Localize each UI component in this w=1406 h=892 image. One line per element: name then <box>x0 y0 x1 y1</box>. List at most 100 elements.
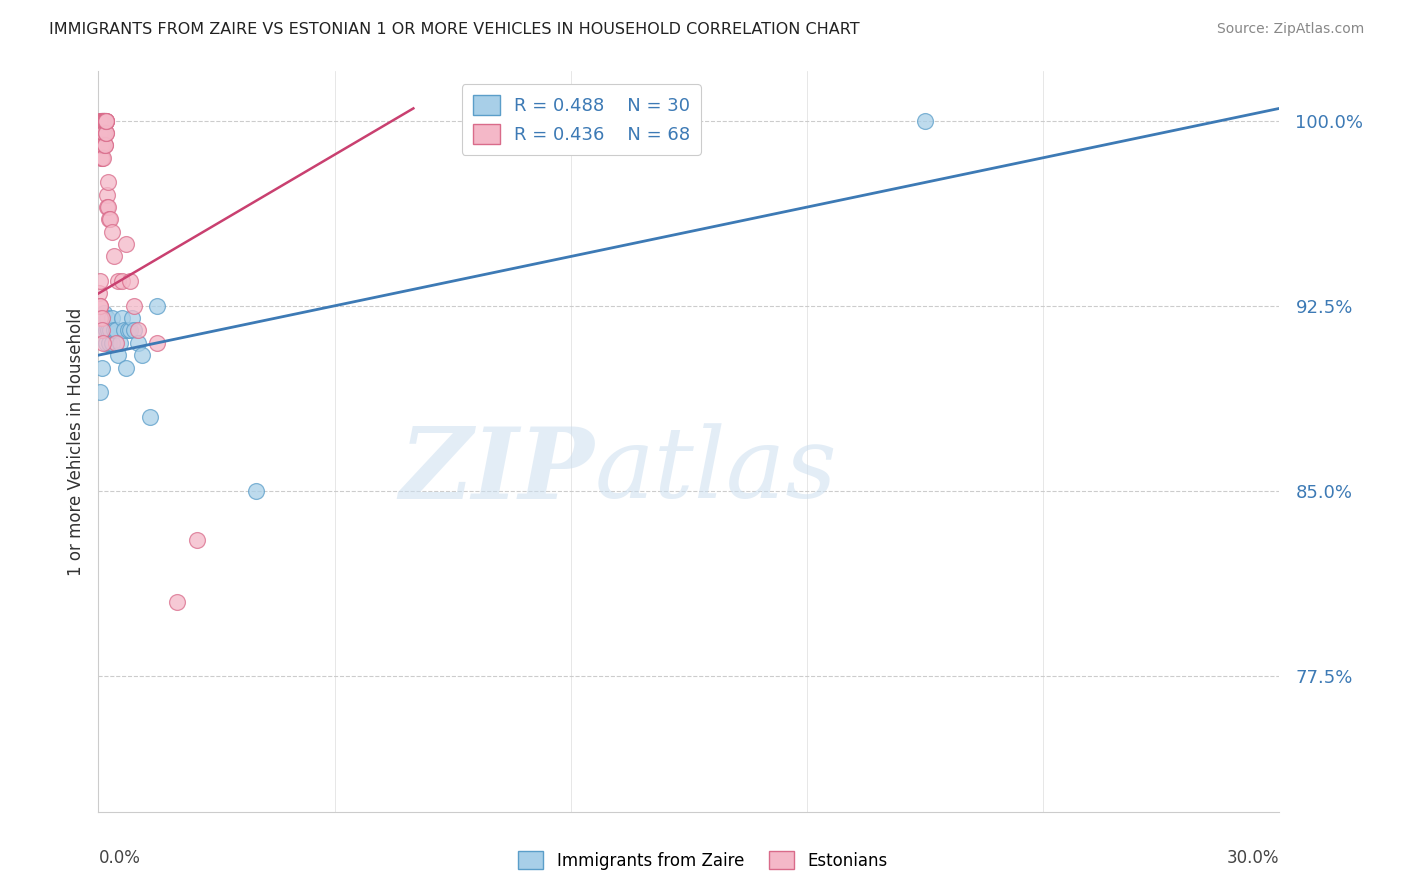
Point <box>91 113 114 128</box>
Point <box>111 274 134 288</box>
Point <box>107 274 129 288</box>
Point <box>96 113 118 128</box>
Point <box>91 138 114 153</box>
Point <box>89 113 111 128</box>
Point <box>98 324 121 338</box>
Point <box>91 324 114 338</box>
Point <box>166 595 188 609</box>
Point <box>117 324 139 338</box>
Point <box>91 126 114 140</box>
Point <box>112 324 135 338</box>
Point <box>131 348 153 362</box>
Point <box>90 151 112 165</box>
Point <box>91 113 114 128</box>
Point <box>89 299 111 313</box>
Point <box>89 311 111 326</box>
Point <box>93 113 115 128</box>
Text: atlas: atlas <box>595 424 837 519</box>
Point <box>94 113 117 128</box>
Point <box>245 483 267 498</box>
Point <box>98 335 121 350</box>
Point <box>98 212 121 227</box>
Point <box>93 113 115 128</box>
Point <box>93 113 115 128</box>
Point <box>93 126 115 140</box>
Point <box>103 250 125 264</box>
Point <box>89 126 111 140</box>
Point <box>90 113 112 128</box>
Legend: Immigrants from Zaire, Estonians: Immigrants from Zaire, Estonians <box>512 845 894 877</box>
Point <box>118 324 141 338</box>
Point <box>90 113 112 128</box>
Point <box>91 335 114 350</box>
Point <box>91 113 114 128</box>
Point <box>101 311 124 326</box>
Point <box>111 311 134 326</box>
Point <box>93 113 115 128</box>
Text: 0.0%: 0.0% <box>98 849 141 867</box>
Point <box>91 324 114 338</box>
Point <box>146 299 169 313</box>
Point <box>93 138 115 153</box>
Point <box>90 360 112 375</box>
Point <box>89 385 111 400</box>
Point <box>122 324 145 338</box>
Point <box>105 335 128 350</box>
Point <box>93 113 115 128</box>
Point <box>138 409 160 424</box>
Point <box>115 360 138 375</box>
Point <box>121 311 143 326</box>
Point <box>146 335 169 350</box>
Point <box>108 335 131 350</box>
Point <box>91 316 114 330</box>
Point <box>91 151 114 165</box>
Point <box>94 113 117 128</box>
Point <box>93 113 115 128</box>
Point <box>96 311 118 326</box>
Point <box>91 138 114 153</box>
Point <box>96 113 118 128</box>
Point <box>118 274 141 288</box>
Point <box>122 299 145 313</box>
Point <box>97 175 120 190</box>
Point <box>91 113 114 128</box>
Point <box>93 113 115 128</box>
Point <box>914 113 936 128</box>
Point <box>90 113 112 128</box>
Point <box>127 335 149 350</box>
Legend: R = 0.488    N = 30, R = 0.436    N = 68: R = 0.488 N = 30, R = 0.436 N = 68 <box>461 84 702 154</box>
Point <box>98 212 121 227</box>
Point <box>91 113 114 128</box>
Point <box>93 113 115 128</box>
Point <box>91 126 114 140</box>
Point <box>96 324 118 338</box>
Point <box>186 533 208 548</box>
Point <box>97 324 120 338</box>
Point <box>89 274 111 288</box>
Point <box>91 126 114 140</box>
Point <box>96 126 118 140</box>
Point <box>94 126 117 140</box>
Text: 30.0%: 30.0% <box>1227 849 1279 867</box>
Y-axis label: 1 or more Vehicles in Household: 1 or more Vehicles in Household <box>66 308 84 575</box>
Point <box>101 225 124 239</box>
Point <box>91 151 114 165</box>
Text: IMMIGRANTS FROM ZAIRE VS ESTONIAN 1 OR MORE VEHICLES IN HOUSEHOLD CORRELATION CH: IMMIGRANTS FROM ZAIRE VS ESTONIAN 1 OR M… <box>49 22 860 37</box>
Point <box>127 324 149 338</box>
Point <box>97 200 120 214</box>
Point <box>101 335 124 350</box>
Point <box>91 113 114 128</box>
Point <box>90 138 112 153</box>
Point <box>94 138 117 153</box>
Point <box>94 335 117 350</box>
Point <box>90 126 112 140</box>
Point <box>96 187 118 202</box>
Point <box>115 237 138 252</box>
Point <box>90 311 112 326</box>
Point <box>93 126 115 140</box>
Point <box>93 306 115 320</box>
Point <box>91 113 114 128</box>
Point <box>96 200 118 214</box>
Text: Source: ZipAtlas.com: Source: ZipAtlas.com <box>1216 22 1364 37</box>
Point <box>94 113 117 128</box>
